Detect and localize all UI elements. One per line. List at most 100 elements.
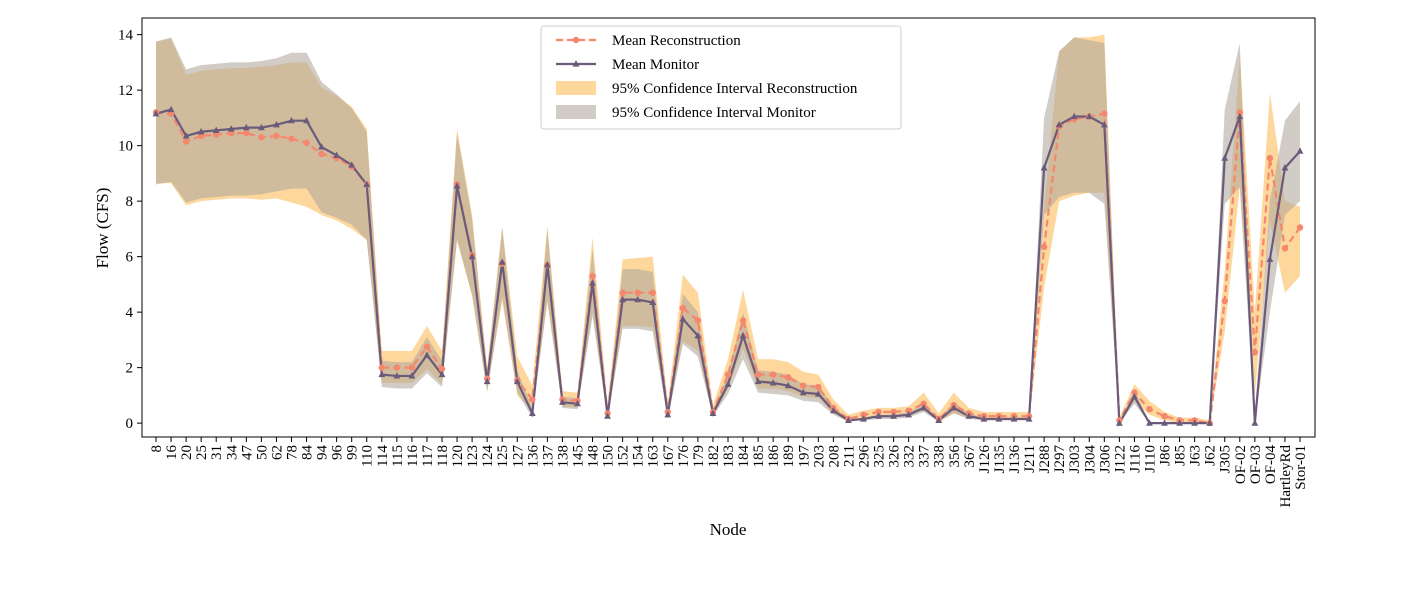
- point-monitor: [1161, 419, 1168, 426]
- point-monitor: [1191, 419, 1199, 426]
- point-monitor: [739, 331, 747, 339]
- point-monitor: [724, 380, 732, 387]
- point-monitor: [227, 125, 235, 132]
- x-tick-label: 186: [766, 445, 782, 468]
- x-tick-label: 116: [405, 445, 421, 467]
- x-tick-label: OF-04: [1263, 445, 1279, 485]
- point-reconstruction: [649, 289, 656, 296]
- point-monitor: [905, 411, 913, 418]
- legend-label-ci-reconstruction: 95% Confidence Interval Reconstruction: [612, 81, 858, 97]
- x-tick-label: 296: [856, 445, 872, 468]
- point-monitor: [574, 399, 581, 407]
- x-tick-label: J63: [1188, 445, 1204, 466]
- point-monitor: [649, 298, 657, 306]
- point-monitor: [498, 258, 506, 265]
- point-monitor: [814, 390, 822, 397]
- y-tick-label: 2: [126, 361, 134, 377]
- x-tick-label: 338: [932, 445, 948, 468]
- point-monitor: [920, 404, 928, 411]
- point-monitor: [1131, 392, 1138, 400]
- y-axis-title: Flow (CFS): [93, 188, 112, 269]
- series-markers: [152, 105, 1304, 427]
- x-tick-label: J303: [1067, 445, 1083, 473]
- point-monitor: [423, 351, 431, 358]
- x-tick-label: J136: [1007, 445, 1023, 474]
- x-tick-label: 25: [194, 445, 210, 460]
- x-tick-label: J297: [1052, 445, 1068, 474]
- x-tick-label: Stor-01: [1293, 445, 1309, 490]
- x-tick-label: J122: [1112, 445, 1128, 473]
- x-tick-label: 125: [495, 445, 511, 468]
- point-reconstruction: [1146, 406, 1153, 413]
- point-monitor: [182, 132, 190, 139]
- point-reconstruction: [860, 411, 867, 419]
- x-tick-label: 137: [540, 445, 556, 468]
- legend-label-reconstruction: Mean Reconstruction: [612, 33, 741, 49]
- x-tick-label: 163: [646, 445, 662, 468]
- point-monitor: [513, 377, 521, 385]
- point-reconstruction: [1281, 245, 1289, 252]
- point-monitor: [468, 252, 476, 260]
- point-monitor: [1040, 164, 1048, 171]
- point-monitor: [1176, 419, 1183, 426]
- point-reconstruction: [769, 371, 777, 378]
- x-tick-label: 145: [570, 445, 586, 468]
- point-monitor: [769, 379, 777, 386]
- x-tick-label: J135: [992, 445, 1008, 473]
- x-tick-label: 8: [149, 445, 165, 453]
- point-monitor: [1070, 112, 1078, 120]
- point-monitor: [965, 412, 973, 419]
- point-reconstruction: [694, 317, 702, 324]
- point-reconstruction: [785, 374, 792, 381]
- x-tick-label: 152: [616, 445, 632, 468]
- y-axis-ticks: 0 2 4 6 8 10 12 14: [118, 28, 142, 432]
- point-reconstruction: [303, 139, 310, 147]
- x-axis-ticks: 8 16 20 25 31 34 47 50 62 78 84 94 96 99 110 114 115 116 1…: [149, 437, 1309, 507]
- legend-label-ci-monitor: 95% Confidence Interval Monitor: [612, 105, 816, 121]
- x-tick-label: 78: [284, 445, 300, 460]
- point-monitor: [589, 279, 596, 286]
- point-monitor: [1085, 112, 1093, 120]
- x-tick-label: J86: [1158, 445, 1174, 466]
- x-tick-label: 211: [841, 445, 857, 467]
- point-reconstruction: [529, 396, 536, 403]
- x-tick-label: OF-03: [1248, 445, 1264, 484]
- point-monitor: [709, 409, 717, 417]
- x-tick-label: 20: [179, 445, 195, 460]
- point-monitor: [995, 415, 1003, 422]
- point-monitor: [679, 315, 687, 322]
- x-tick-label: 120: [450, 445, 466, 468]
- point-monitor: [543, 261, 551, 268]
- x-tick-label: 167: [661, 445, 677, 468]
- point-monitor: [1236, 112, 1244, 120]
- x-tick-label: J211: [1022, 445, 1038, 473]
- x-tick-label: 136: [525, 445, 541, 468]
- point-reconstruction: [1161, 412, 1168, 420]
- point-monitor: [799, 388, 807, 396]
- y-tick-label: 14: [118, 28, 134, 44]
- point-reconstruction: [875, 408, 882, 416]
- point-monitor: [1206, 419, 1214, 426]
- point-monitor: [1266, 255, 1274, 263]
- point-reconstruction: [393, 364, 401, 371]
- x-tick-label: 84: [300, 445, 316, 461]
- x-tick-label: 96: [330, 445, 346, 461]
- point-monitor: [257, 123, 265, 131]
- point-monitor: [784, 381, 792, 389]
- x-tick-label: 150: [601, 445, 617, 468]
- point-monitor: [694, 331, 702, 339]
- point-reconstruction: [243, 129, 250, 137]
- x-tick-label: J305: [1218, 445, 1234, 473]
- point-monitor: [333, 151, 341, 158]
- point-monitor: [348, 161, 356, 168]
- point-monitor: [1100, 121, 1108, 128]
- point-reconstruction: [1296, 224, 1304, 231]
- legend-marker-monitor: [572, 60, 580, 67]
- x-tick-label: 16: [164, 445, 180, 461]
- point-monitor: [393, 372, 401, 379]
- x-tick-label: 123: [465, 445, 481, 468]
- point-reconstruction: [318, 150, 325, 158]
- x-tick-label: 138: [555, 445, 571, 468]
- point-reconstruction: [920, 400, 927, 407]
